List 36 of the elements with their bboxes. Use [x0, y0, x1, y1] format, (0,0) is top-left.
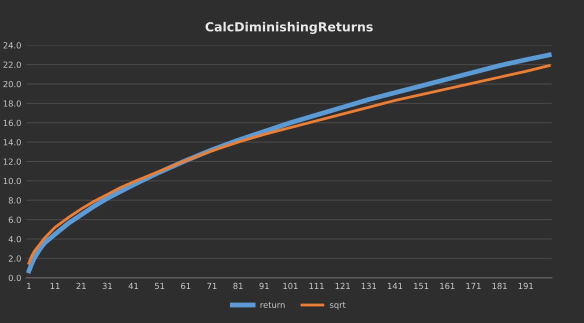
y-tick-label: 10.0	[4, 178, 21, 184]
y-tick-label: 6.0	[8, 216, 21, 223]
x-tick-label: 101	[283, 282, 298, 290]
x-tick-label: 31	[102, 282, 112, 290]
x-tick-label: 71	[207, 282, 216, 289]
x-tick-label: 81	[233, 282, 243, 290]
x-tick-label: 171	[466, 282, 481, 289]
x-tick-label: 1	[27, 282, 31, 289]
x-tick-label: 121	[336, 282, 350, 289]
x-tick-label: 61	[181, 282, 190, 290]
y-tick-label: 20.0	[3, 80, 21, 88]
x-tick-label: 161	[440, 282, 454, 290]
y-tick-label: 14.0	[4, 139, 21, 146]
y-tick-label: 0.0	[8, 274, 21, 282]
x-tick-label: 181	[492, 282, 507, 290]
x-tick-label: 11	[50, 282, 60, 289]
y-tick-label: 24.0	[3, 42, 21, 49]
x-tick-label: 111	[310, 282, 324, 289]
x-tick-label: 91	[259, 282, 269, 290]
y-tick-label: 22.0	[3, 62, 21, 68]
y-tick-label: 8.0	[8, 197, 21, 204]
y-tick-label: 18.0	[4, 100, 21, 107]
x-tick-label: 141	[388, 282, 402, 289]
x-tick-label: 51	[154, 282, 164, 290]
legend-label: return	[260, 302, 285, 308]
x-tick-label: 131	[362, 282, 376, 290]
x-tick-label: 191	[518, 282, 533, 290]
chart-title: CalcDiminishingReturns	[206, 22, 373, 34]
y-tick-label: 2.0	[8, 255, 21, 262]
y-tick-label: 16.0	[4, 120, 21, 126]
x-tick-label: 151	[414, 282, 428, 290]
y-tick-label: 12.0	[4, 158, 21, 165]
x-tick-label: 41	[128, 282, 138, 289]
x-tick-label: 21	[76, 282, 86, 289]
legend-label: sqrt	[330, 302, 346, 310]
y-tick-label: 4.0	[8, 236, 21, 242]
